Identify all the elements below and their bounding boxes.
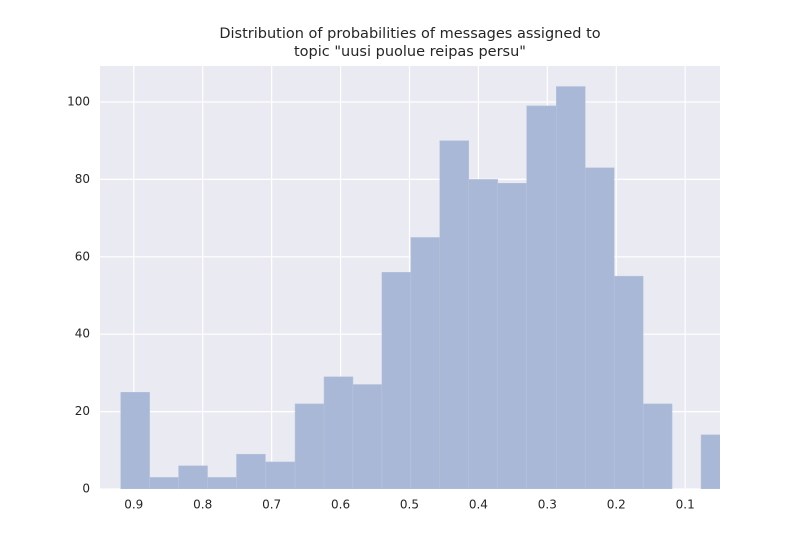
bar <box>584 167 615 489</box>
bar <box>120 391 150 489</box>
bar <box>700 434 720 489</box>
x-tick-label: 0.6 <box>331 498 350 512</box>
x-tick-label: 0.3 <box>538 498 557 512</box>
bar <box>207 477 237 489</box>
y-tick-label: 0 <box>82 482 90 496</box>
bar <box>526 105 557 489</box>
bar <box>149 477 179 489</box>
x-tick-label: 0.7 <box>262 498 281 512</box>
x-tick-label: 0.1 <box>676 498 695 512</box>
bar <box>613 275 644 489</box>
bar <box>178 465 208 489</box>
bars <box>120 86 720 489</box>
bar <box>381 272 412 489</box>
bar <box>468 179 498 489</box>
bar <box>497 183 527 489</box>
chart-title: Distribution of probabilities of message… <box>219 26 600 42</box>
x-tick-label: 0.8 <box>193 498 212 512</box>
bar <box>556 86 586 489</box>
bar <box>642 403 673 489</box>
bar <box>294 403 325 489</box>
bar <box>323 376 354 489</box>
x-tick-label: 0.2 <box>607 498 626 512</box>
y-tick-label: 40 <box>75 327 90 341</box>
y-tick-label: 20 <box>75 404 90 418</box>
bar <box>410 237 441 489</box>
bar <box>265 461 296 489</box>
x-tick-label: 0.9 <box>124 498 143 512</box>
x-tick-label: 0.4 <box>469 498 488 512</box>
bar <box>439 140 470 489</box>
y-tick-label: 60 <box>75 249 90 263</box>
y-tick-label: 80 <box>75 172 90 186</box>
x-tick-label: 0.5 <box>400 498 419 512</box>
bar <box>236 453 266 489</box>
y-tick-label: 100 <box>67 94 90 108</box>
bar <box>352 384 383 489</box>
chart-title: topic "uusi puolue reipas persu" <box>294 44 526 60</box>
